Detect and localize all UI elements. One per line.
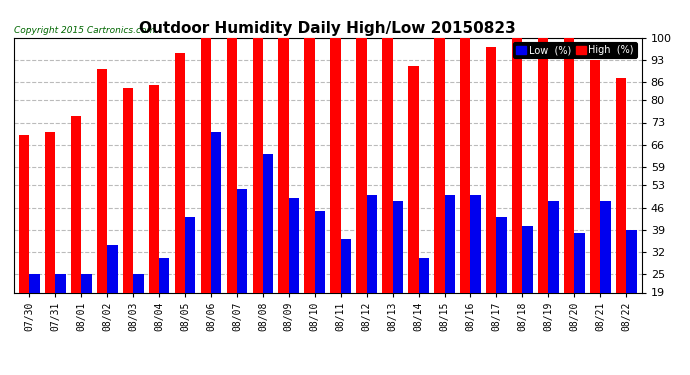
Bar xyxy=(201,38,211,352)
Bar xyxy=(331,38,341,352)
Bar xyxy=(356,38,366,352)
Bar xyxy=(211,132,221,352)
Bar xyxy=(81,274,92,352)
Bar xyxy=(512,38,522,352)
Bar xyxy=(279,38,289,352)
Bar xyxy=(590,60,600,352)
Bar xyxy=(496,217,506,352)
Bar xyxy=(253,38,263,352)
Bar xyxy=(97,69,107,352)
Bar xyxy=(315,211,325,352)
Bar xyxy=(393,201,403,352)
Bar xyxy=(107,245,117,352)
Bar xyxy=(419,258,429,352)
Bar xyxy=(226,38,237,352)
Bar xyxy=(574,232,584,352)
Bar xyxy=(289,198,299,352)
Bar xyxy=(237,189,247,352)
Bar xyxy=(522,226,533,352)
Bar xyxy=(615,78,626,352)
Bar xyxy=(19,135,30,352)
Bar xyxy=(538,38,549,352)
Bar xyxy=(263,154,273,352)
Bar xyxy=(434,38,444,352)
Bar xyxy=(549,201,559,352)
Bar xyxy=(159,258,170,352)
Bar xyxy=(30,274,40,352)
Bar xyxy=(564,38,574,352)
Bar xyxy=(366,195,377,352)
Bar xyxy=(444,195,455,352)
Bar xyxy=(185,217,195,352)
Legend: Low  (%), High  (%): Low (%), High (%) xyxy=(513,42,637,58)
Bar xyxy=(341,239,351,352)
Text: Copyright 2015 Cartronics.com: Copyright 2015 Cartronics.com xyxy=(14,26,155,35)
Bar xyxy=(471,195,481,352)
Bar xyxy=(175,53,185,352)
Bar xyxy=(408,66,419,352)
Bar xyxy=(486,47,496,352)
Bar xyxy=(71,116,81,352)
Bar xyxy=(133,274,144,352)
Bar xyxy=(149,85,159,352)
Bar xyxy=(304,38,315,352)
Bar xyxy=(626,230,636,352)
Bar xyxy=(55,274,66,352)
Bar xyxy=(460,38,471,352)
Title: Outdoor Humidity Daily High/Low 20150823: Outdoor Humidity Daily High/Low 20150823 xyxy=(139,21,516,36)
Bar xyxy=(123,88,133,352)
Bar xyxy=(600,201,611,352)
Bar xyxy=(382,38,393,352)
Bar xyxy=(45,132,55,352)
